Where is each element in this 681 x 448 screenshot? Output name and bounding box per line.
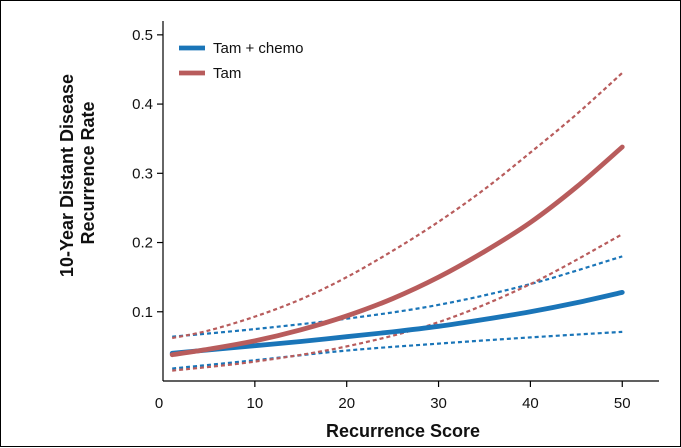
y-tick-label: 0.5 [132, 27, 153, 44]
legend: Tam + chemo Tam [179, 40, 303, 82]
x-axis-title: Recurrence Score [326, 421, 480, 441]
y-tick-label: 0.4 [132, 96, 153, 113]
y-tick-label: 0.3 [132, 165, 153, 182]
x-ticks: 0 10 20 30 40 50 [155, 381, 631, 412]
legend-label: Tam + chemo [213, 40, 303, 57]
confidence-band-line [172, 233, 623, 372]
y-ticks: 0.1 0.2 0.3 0.4 0.5 [132, 27, 163, 321]
x-tick-label: 10 [247, 395, 264, 412]
y-axis-title-line-2: Recurrence Rate [78, 101, 98, 244]
x-tick-label: 30 [430, 395, 447, 412]
confidence-band-line [171, 72, 623, 340]
legend-label: Tam [213, 65, 241, 82]
x-tick-label: 40 [522, 395, 539, 412]
y-tick-label: 0.1 [132, 304, 153, 321]
x-tick-label: 0 [155, 395, 163, 412]
series-line [169, 144, 625, 358]
y-axis-title: 10-Year Distant Disease Recurrence Rate [57, 69, 98, 277]
y-tick-label: 0.2 [132, 235, 153, 252]
confidence-band-line [172, 330, 623, 370]
confidence-band-line [172, 255, 623, 338]
x-tick-label: 50 [614, 395, 631, 412]
y-axis-title-line-1: 10-Year Distant Disease [57, 74, 77, 277]
series-line [169, 289, 625, 356]
plot-lines [169, 72, 625, 372]
axes [162, 21, 659, 382]
x-tick-label: 20 [338, 395, 355, 412]
